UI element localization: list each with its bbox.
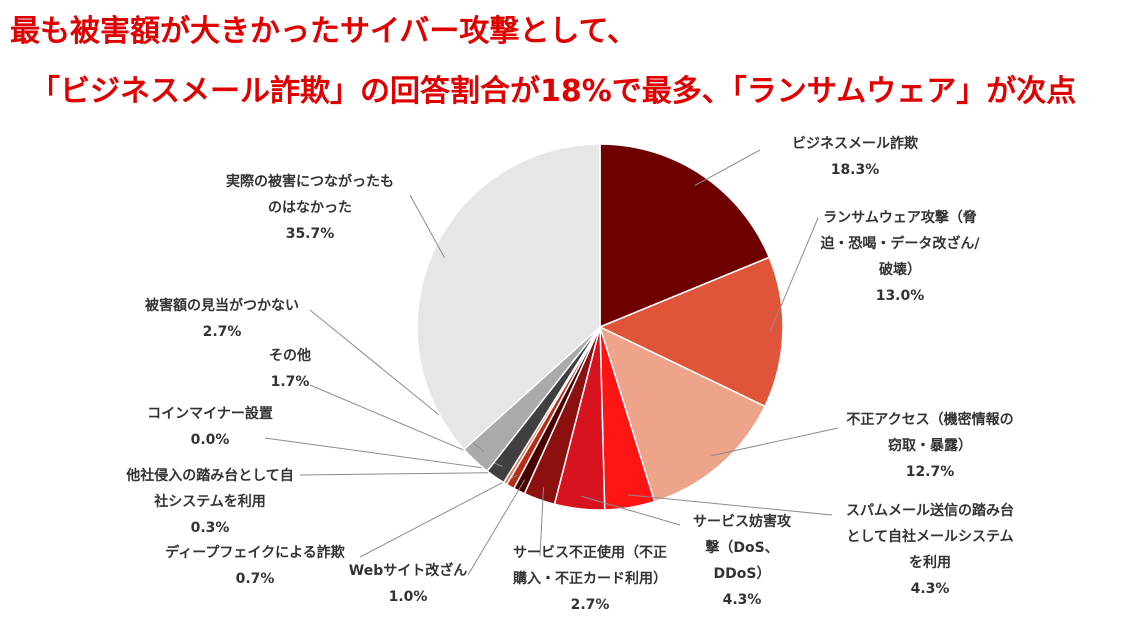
slice-10-label: コインマイナー設置 0.0% [147, 405, 273, 448]
slice-3-label: 不正アクセス（機密情報の窃取・暴露） 12.7% [846, 411, 1013, 480]
slice-11-label: その他 1.7% [269, 347, 311, 390]
slice-12-label: 被害額の見当がつかない 2.7% [145, 297, 299, 340]
slice-11-label-line: その他 [269, 347, 311, 364]
slice-13-label-line: 実際の被害につながったも [226, 173, 394, 190]
slice-12-label-line: 被害額の見当がつかない [145, 297, 299, 314]
slice-5-label-line: DDoS） [714, 566, 771, 582]
slice-4-label-line: スパムメール送信の踏み台 [846, 502, 1014, 519]
slice-10-label-line: コインマイナー設置 [147, 405, 273, 422]
slice-8-leader [359, 474, 517, 558]
slice-6-leader [539, 487, 544, 557]
slice-2-label-line: 破壊） [879, 261, 921, 278]
slice-9-value: 0.3% [191, 520, 230, 536]
slice-4-label-line: を利用 [909, 554, 951, 571]
slice-10-value: 0.0% [191, 432, 230, 448]
slice-4-label: スパムメール送信の踏み台として自社メールシステムを利用 4.3% [846, 502, 1014, 597]
slice-3-label-line: 窃取・暴露） [888, 437, 972, 454]
slice-1-label-line: ビジネスメール詐欺 [792, 135, 918, 152]
slice-7-leader [467, 479, 526, 576]
slice-5-value: 4.3% [723, 592, 762, 608]
slice-10-leader [264, 437, 511, 473]
slice-5-label-line: 撃（DoS、 [705, 539, 778, 556]
slice-2-label-line: ランサムウェア攻撃（脅 [823, 209, 977, 226]
slice-2-label-line: 迫・恐喝・データ改ざん/ [819, 235, 980, 252]
slice-13 [416, 143, 601, 451]
slice-9-label-line: 他社侵入の踏み台として自 [125, 467, 294, 484]
slice-5-leader [580, 495, 681, 526]
slice-1 [599, 143, 770, 328]
slice-6-label-line: サービス不正使用（不正 [513, 544, 667, 561]
slice-2-value: 13.0% [876, 288, 925, 304]
slice-13-value: 35.7% [286, 226, 335, 242]
slice-7-value: 1.0% [389, 589, 428, 605]
slice-2 [599, 256, 784, 408]
chart-title-line2: 「ビジネスメール詐欺」の回答割合が18%で最多、「ランサムウェア」が次点 [30, 74, 1077, 109]
chart-title-line1: 最も被害額が大きかったサイバー攻撃として、 [10, 14, 637, 49]
slice-9-label-line: 社システムを利用 [153, 493, 266, 510]
slice-6-value: 2.7% [571, 597, 610, 613]
slice-6-label: サービス不正使用（不正購入・不正カード利用） 2.7% [512, 544, 667, 613]
slice-4-label-line: として自社メールシステム [846, 528, 1013, 545]
slice-13-leader [409, 194, 445, 258]
slice-2-label: ランサムウェア攻撃（脅迫・恐喝・データ改ざん/破壊） 13.0% [819, 209, 980, 304]
slice-8-label-line: ディープフェイクによる詐欺 [165, 544, 344, 561]
slice-4-leader [627, 494, 833, 516]
slice-9-leader [299, 472, 512, 476]
slice-8-value: 0.7% [236, 571, 275, 587]
slice-4-value: 4.3% [911, 581, 950, 597]
slice-2-leader [769, 217, 819, 333]
slice-11-value: 1.7% [271, 374, 310, 390]
slice-1-value: 18.3% [831, 162, 880, 178]
slice-1-label: ビジネスメール詐欺 18.3% [792, 135, 918, 178]
slice-5-label: サービス妨害攻撃（DoS、 DDoS） 4.3% [693, 513, 792, 608]
slice-8-label: ディープフェイクによる詐欺 0.7% [165, 544, 344, 587]
slice-5-label-line: サービス妨害攻 [693, 513, 792, 530]
slice-7-label-line: Webサイト改ざん [349, 562, 467, 579]
slice-13-label: 実際の被害につながったものはなかった 35.7% [226, 173, 394, 242]
slice-12-value: 2.7% [203, 324, 242, 340]
slice-7-label: Webサイト改ざん 1.0% [349, 562, 467, 605]
slice-13-label-line: のはなかった [268, 200, 352, 216]
slice-3-leader [711, 427, 839, 457]
slice-6-label-line: 購入・不正カード利用） [512, 570, 667, 587]
slice-1-leader [694, 149, 761, 187]
slice-9-label: 他社侵入の踏み台として自社システムを利用 0.3% [125, 467, 294, 536]
slice-3-value: 12.7% [906, 464, 955, 480]
slice-3-label-line: 不正アクセス（機密情報の [846, 411, 1013, 428]
